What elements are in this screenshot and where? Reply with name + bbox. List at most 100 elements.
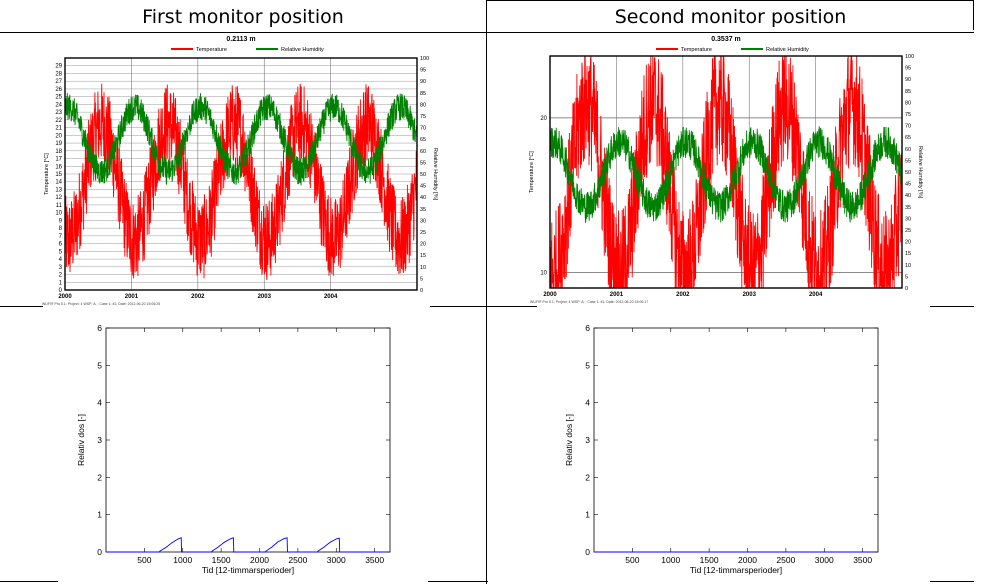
y-tick-right: 95 — [420, 68, 426, 74]
table-top-border — [486, 0, 974, 1]
y-tick-right: 80 — [905, 100, 911, 106]
y-tick-left: 1 — [59, 280, 63, 286]
x-tick: 2000 — [543, 292, 557, 298]
x-tick-label: 1000 — [661, 555, 680, 565]
y-tick-left: 15 — [55, 172, 62, 178]
table-header-divider — [0, 32, 974, 33]
x-tick: 2003 — [258, 294, 272, 300]
y-tick-left: 3 — [59, 265, 63, 271]
series-line-humidity — [64, 93, 418, 186]
y-tick-right: 80 — [420, 102, 426, 108]
chart-legend: Temperature Relative Humidity — [171, 47, 324, 53]
y-axis-label-right: Relative Humidity [%] — [917, 146, 923, 199]
x-tick: 2002 — [191, 294, 205, 300]
y-tick-right: 10 — [420, 265, 426, 271]
legend-label-temperature: Temperature — [681, 47, 712, 53]
y-tick-right: 20 — [905, 240, 911, 246]
y-tick-right: 100 — [420, 56, 429, 62]
y-tick-right: 40 — [420, 195, 426, 201]
y-axis-label-right: Relative Humidity [%] — [432, 148, 438, 201]
x-tick: 2000 — [58, 294, 72, 300]
y-tick-right: 35 — [905, 205, 911, 211]
y-tick-label: 1 — [97, 510, 102, 520]
y-tick-label: 5 — [97, 360, 102, 370]
x-tick-label: 2500 — [288, 555, 307, 565]
y-tick-left: 23 — [55, 110, 62, 116]
y-tick-label: 4 — [97, 398, 102, 408]
x-tick: 2004 — [324, 294, 338, 300]
y-tick-left: 28 — [55, 71, 62, 77]
x-axis-label: Tid [12-timmarsperioder] — [202, 565, 294, 575]
table-bottom-mid — [428, 581, 488, 582]
y-tick-right: 60 — [420, 149, 426, 155]
y-tick-right: 45 — [905, 182, 911, 188]
y-tick-left: 10 — [540, 271, 547, 277]
y-tick-right: 30 — [905, 216, 911, 222]
chart-footer: WUFI® Pro 5.1; Project: 4 WSP; A; ; Case… — [530, 300, 648, 304]
x-tick-label: 3500 — [365, 555, 384, 565]
y-tick-left: 9 — [59, 218, 63, 224]
y-axis-label-left: Temperature [°C] — [44, 153, 50, 195]
y-tick-right: 5 — [905, 274, 908, 280]
y-tick-left: 0 — [59, 288, 63, 294]
y-tick-label: 0 — [97, 547, 102, 557]
y-tick-right: 65 — [905, 135, 911, 141]
y-tick-label: 2 — [585, 472, 590, 482]
y-axis-label: Relativ dos [-] — [564, 414, 574, 466]
y-tick-left: 29 — [55, 64, 62, 70]
y-tick-right: 90 — [420, 79, 426, 85]
x-tick-label: 1500 — [700, 555, 719, 565]
x-tick-label: 3000 — [815, 555, 834, 565]
table-divider-vertical — [486, 0, 487, 584]
y-tick-left: 20 — [540, 116, 547, 122]
y-tick-right: 85 — [420, 91, 426, 97]
x-tick-label: 1500 — [212, 555, 231, 565]
plot-frame — [105, 327, 391, 553]
y-tick-left: 16 — [55, 164, 62, 170]
y-tick-right: 50 — [905, 170, 911, 176]
y-tick-left: 6 — [59, 242, 63, 248]
x-tick: 2001 — [125, 294, 139, 300]
y-tick-right: 85 — [905, 89, 911, 95]
x-tick-label: 500 — [625, 555, 639, 565]
y-tick-label: 6 — [585, 323, 590, 333]
legend-label-humidity: Relative Humidity — [281, 47, 324, 53]
y-tick-left: 7 — [59, 234, 63, 240]
y-tick-left: 5 — [59, 249, 63, 255]
chart-title: 0.2113 m — [226, 36, 255, 43]
x-tick: 2002 — [676, 292, 690, 298]
y-tick-right: 0 — [905, 286, 908, 292]
y-tick-right: 15 — [420, 253, 426, 259]
y-tick-right: 30 — [420, 218, 426, 224]
table-row-divider-right — [487, 306, 537, 307]
y-tick-right: 100 — [905, 54, 914, 60]
y-tick-label: 2 — [97, 472, 102, 482]
y-tick-right: 15 — [905, 251, 911, 257]
column-title-first: First monitor position — [142, 6, 344, 28]
y-tick-left: 17 — [55, 157, 62, 163]
series-line-temperature — [64, 83, 418, 281]
x-tick-label: 2500 — [776, 555, 795, 565]
y-tick-left: 14 — [55, 180, 62, 186]
x-axis-label: Tid [12-timmarsperioder] — [690, 565, 782, 575]
y-tick-left: 10 — [55, 211, 62, 217]
y-tick-right: 75 — [905, 112, 911, 118]
y-tick-left: 4 — [59, 257, 63, 263]
y-tick-left: 13 — [55, 187, 62, 193]
y-tick-right: 25 — [905, 228, 911, 234]
y-tick-label: 4 — [585, 398, 590, 408]
y-tick-left: 22 — [55, 118, 62, 124]
wufi-chart-second: 0.3537 m Temperature Relative Humidity 10 20… — [529, 36, 923, 304]
y-tick-label: 5 — [585, 360, 590, 370]
table-bottom-right — [930, 581, 974, 582]
y-tick-left: 19 — [55, 141, 62, 147]
x-tick-label: 3500 — [853, 555, 872, 565]
y-axis-label: Relativ dos [-] — [76, 414, 86, 466]
dose-chart-second: 0 1 2 3 4 5 6 500 1000 1500 2000 2500 3000 3500 Tid [1… — [564, 323, 879, 575]
x-tick: 2001 — [610, 292, 624, 298]
plot-frame — [549, 55, 903, 289]
table-bottom-left — [0, 581, 58, 582]
y-tick-right: 75 — [420, 114, 426, 120]
y-tick-left: 8 — [59, 226, 63, 232]
y-tick-label: 1 — [585, 510, 590, 520]
